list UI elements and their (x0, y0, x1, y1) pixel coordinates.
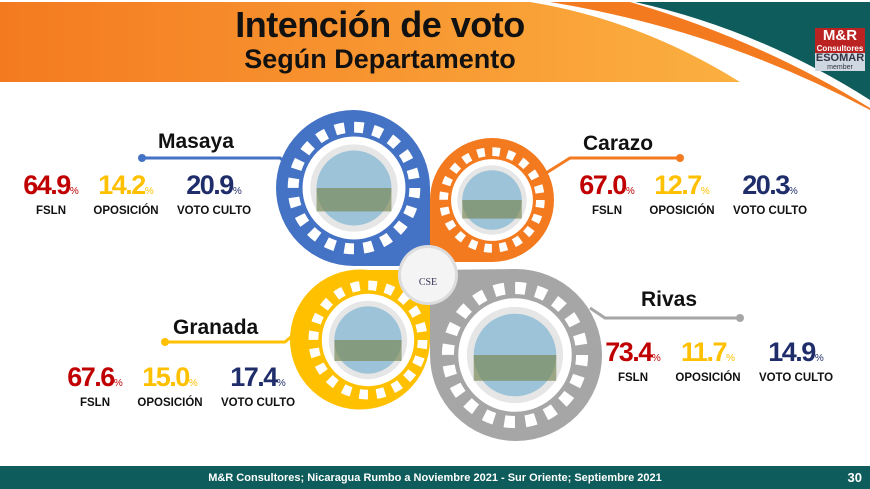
gear-photo-icon (430, 268, 603, 441)
stat-oposicion: 12.7% OPOSICIÓN (638, 170, 726, 217)
logo-text: member (815, 64, 865, 71)
percent-sign: % (69, 186, 79, 197)
page-subtitle: Según Departamento (244, 44, 516, 74)
percent-sign: % (726, 353, 735, 364)
stat-voto_culto: 14.9% VOTO CULTO (752, 337, 840, 384)
stat-voto_culto: 20.9% VOTO CULTO (170, 170, 258, 217)
gears-graphic: CSE (138, 110, 744, 441)
dept-name-carazo: Carazo (583, 132, 654, 155)
stats-masaya: 64.9% FSLN 14.2% OPOSICIÓN 20.9% VOTO CU… (20, 170, 258, 217)
gear-photo-icon (430, 138, 554, 262)
stat-fsln: 64.9% FSLN (20, 170, 82, 217)
cse-badge-icon: CSE (398, 245, 458, 305)
stat-oposicion: 15.0% OPOSICIÓN (126, 362, 214, 409)
stat-label: FSLN (591, 205, 623, 217)
stat-value: 17.4% (214, 362, 302, 393)
dept-name-granada: Granada (173, 316, 259, 339)
stat-value: 14.2% (82, 170, 170, 201)
mr-consultores-logo: M&R Consultores ESOMAR member (815, 8, 865, 88)
stat-number: 14.9 (768, 337, 816, 367)
percent-sign: % (814, 353, 824, 364)
stat-value: 15.0% (126, 362, 214, 393)
stat-number: 20.9 (186, 170, 234, 200)
stat-value: 12.7% (638, 170, 726, 201)
stat-label: VOTO CULTO (220, 397, 296, 409)
svg-text:CSE: CSE (419, 277, 437, 288)
stat-label: VOTO CULTO (732, 205, 808, 217)
stat-voto_culto: 20.3% VOTO CULTO (726, 170, 814, 217)
logo-text: M&R (815, 28, 865, 44)
stat-fsln: 67.0% FSLN (576, 170, 638, 217)
stat-label: OPOSICIÓN (137, 397, 203, 409)
logo-text: Consultores (815, 44, 865, 53)
stat-label: OPOSICIÓN (93, 205, 159, 217)
stat-number: 15.0 (142, 362, 190, 392)
stat-value: 64.9% (20, 170, 82, 201)
page-number: 30 (847, 470, 862, 485)
stat-number: 11.7 (681, 337, 728, 367)
gear-photo-icon (276, 110, 430, 266)
stat-oposicion: 14.2% OPOSICIÓN (82, 170, 170, 217)
stat-label: FSLN (35, 205, 67, 217)
stat-label: OPOSICIÓN (649, 205, 715, 217)
stats-carazo: 67.0% FSLN 12.7% OPOSICIÓN 20.3% VOTO CU… (576, 170, 814, 217)
stats-granada: 67.6% FSLN 15.0% OPOSICIÓN 17.4% VOTO CU… (64, 362, 302, 409)
stat-number: 12.7 (654, 170, 702, 200)
stat-number: 67.0 (579, 170, 627, 200)
stat-label: VOTO CULTO (176, 205, 252, 217)
stat-value: 20.3% (726, 170, 814, 201)
stat-number: 73.4 (605, 337, 653, 367)
stat-label: VOTO CULTO (758, 372, 834, 384)
stat-value: 67.0% (576, 170, 638, 201)
stat-label: FSLN (617, 372, 649, 384)
footer-source: M&R Consultores; Nicaragua Rumbo a Novie… (208, 472, 662, 484)
footer: M&R Consultores; Nicaragua Rumbo a Novie… (0, 466, 870, 489)
stat-value: 20.9% (170, 170, 258, 201)
stat-voto_culto: 17.4% VOTO CULTO (214, 362, 302, 409)
stat-value: 11.7% (664, 337, 752, 368)
stat-fsln: 73.4% FSLN (602, 337, 664, 384)
dept-name-masaya: Masaya (158, 130, 234, 153)
stat-label: FSLN (79, 397, 111, 409)
stat-number: 17.4 (230, 362, 278, 392)
percent-sign: % (651, 353, 661, 364)
stat-oposicion: 11.7% OPOSICIÓN (664, 337, 752, 384)
percent-sign: % (276, 378, 286, 389)
stat-value: 14.9% (752, 337, 840, 368)
dept-name-rivas: Rivas (641, 288, 698, 311)
stat-number: 14.2 (98, 170, 146, 200)
stat-value: 73.4% (602, 337, 664, 368)
percent-sign: % (113, 378, 123, 389)
percent-sign: % (144, 186, 154, 197)
percent-sign: % (188, 378, 198, 389)
header-banner (0, 2, 870, 110)
stat-number: 64.9 (23, 170, 71, 200)
logo-text: ESOMAR (815, 52, 865, 64)
stat-number: 20.3 (742, 170, 790, 200)
percent-sign: % (788, 186, 798, 197)
stats-rivas: 73.4% FSLN 11.7% OPOSICIÓN 14.9% VOTO CU… (602, 337, 840, 384)
page-title: Intención de voto (235, 4, 525, 45)
percent-sign: % (700, 186, 710, 197)
stat-number: 67.6 (67, 362, 115, 392)
stat-value: 67.6% (64, 362, 126, 393)
stat-label: OPOSICIÓN (675, 372, 741, 384)
percent-sign: % (625, 186, 635, 197)
stat-fsln: 67.6% FSLN (64, 362, 126, 409)
gear-photo-icon (290, 269, 430, 410)
percent-sign: % (232, 186, 242, 197)
